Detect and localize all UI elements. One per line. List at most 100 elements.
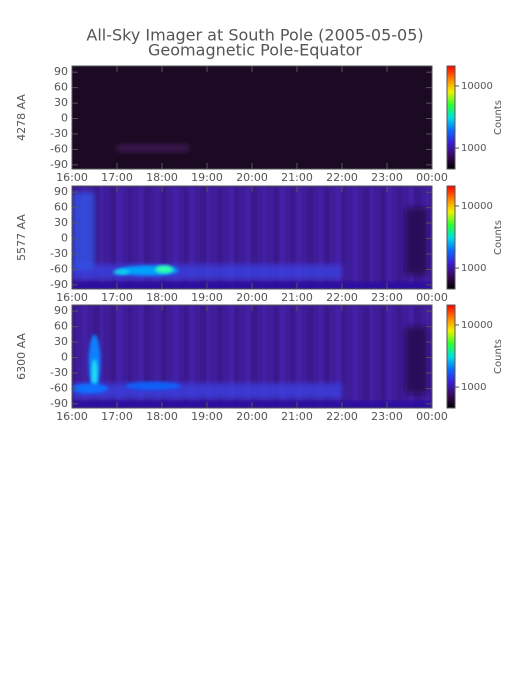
streak <box>280 305 285 408</box>
y-tick-label: -30 <box>50 127 68 140</box>
streak <box>111 305 115 408</box>
streak <box>342 186 345 289</box>
streak <box>297 186 301 289</box>
streak <box>94 186 99 289</box>
hot-spot <box>125 381 181 390</box>
band <box>72 264 342 280</box>
streak <box>128 305 131 408</box>
x-tick-label: 22:00 <box>326 171 358 184</box>
streak <box>342 305 345 408</box>
x-tick-label: 00:00 <box>416 171 448 184</box>
streak <box>274 305 278 408</box>
y-tick-label: 30 <box>54 335 68 348</box>
chart-title: All-Sky Imager at South Pole (2005-05-05… <box>86 26 423 45</box>
y-tick-label: 90 <box>54 304 68 317</box>
colorbar-tick-label: 10000 <box>461 81 493 92</box>
hot-spot <box>155 265 174 274</box>
streak <box>184 305 187 408</box>
streak <box>325 305 329 408</box>
streak <box>145 186 150 289</box>
glow <box>117 144 189 153</box>
hot-spot <box>72 383 108 394</box>
x-tick-label: 17:00 <box>101 171 133 184</box>
streak <box>218 305 222 408</box>
streak <box>246 305 250 408</box>
streak <box>319 186 322 289</box>
streak <box>207 186 210 289</box>
streak <box>280 186 285 289</box>
x-tick-label: 20:00 <box>236 410 268 423</box>
y-tick-label: 60 <box>54 201 68 214</box>
colorbar-tick-label: 10000 <box>461 320 493 331</box>
streak <box>364 186 369 289</box>
streak <box>353 305 357 408</box>
x-tick-label: 22:00 <box>326 291 358 304</box>
x-tick-label: 00:00 <box>416 291 448 304</box>
streak <box>100 305 103 408</box>
x-tick-label: 23:00 <box>371 291 403 304</box>
streak <box>201 186 206 289</box>
dark-patch <box>405 326 428 394</box>
heatmap-image <box>72 186 432 289</box>
band <box>72 383 342 399</box>
streak <box>139 186 143 289</box>
x-tick-label: 16:00 <box>56 291 88 304</box>
streak <box>111 186 115 289</box>
y-tick-label: 60 <box>54 320 68 333</box>
y-axis-label: 5577 AA <box>15 214 28 261</box>
streak <box>252 186 257 289</box>
streak <box>145 305 150 408</box>
streak <box>139 305 143 408</box>
x-tick-label: 17:00 <box>101 291 133 304</box>
x-tick-label: 23:00 <box>371 410 403 423</box>
streak <box>117 186 122 289</box>
streak <box>235 186 238 289</box>
streak <box>156 186 159 289</box>
x-tick-label: 20:00 <box>236 171 268 184</box>
y-tick-label: -30 <box>50 247 68 260</box>
x-tick-label: 16:00 <box>56 171 88 184</box>
x-tick-label: 19:00 <box>191 291 223 304</box>
colorbar-tick-label: 1000 <box>461 143 486 154</box>
streak <box>398 305 401 408</box>
streak <box>173 305 178 408</box>
x-tick-label: 17:00 <box>101 410 133 423</box>
x-tick-label: 16:00 <box>56 410 88 423</box>
chart-subtitle: Geomagnetic Pole-Equator <box>148 41 362 60</box>
colorbar-tick-label: 1000 <box>461 382 486 393</box>
colorbar-label: Counts <box>493 339 504 374</box>
streak <box>364 305 369 408</box>
streak <box>190 186 194 289</box>
streak <box>162 186 166 289</box>
x-tick-label: 20:00 <box>236 291 268 304</box>
streak <box>162 305 166 408</box>
streak <box>173 186 178 289</box>
y-tick-label: 0 <box>61 351 68 364</box>
streak <box>246 186 250 289</box>
streak <box>319 305 322 408</box>
streak <box>336 186 341 289</box>
streak <box>263 305 266 408</box>
y-tick-label: 90 <box>54 65 68 78</box>
streak <box>291 186 294 289</box>
x-tick-label: 19:00 <box>191 171 223 184</box>
streak <box>117 305 122 408</box>
streak <box>72 305 75 408</box>
x-tick-label: 18:00 <box>146 410 178 423</box>
streak <box>229 186 234 289</box>
x-tick-label: 18:00 <box>146 291 178 304</box>
streak <box>235 305 238 408</box>
colorbar-tick-label: 1000 <box>461 263 486 274</box>
streak <box>83 305 87 408</box>
y-tick-label: -60 <box>50 142 68 155</box>
streak <box>201 305 206 408</box>
heatmap-image <box>72 305 432 408</box>
colorbar-label: Counts <box>493 100 504 135</box>
streak <box>336 305 341 408</box>
y-tick-label: 60 <box>54 81 68 94</box>
dark-patch <box>405 207 428 275</box>
left-glow <box>72 192 95 270</box>
streak <box>381 186 385 289</box>
colorbar-label: Counts <box>493 220 504 255</box>
colorbar-tick-label: 10000 <box>461 201 493 212</box>
